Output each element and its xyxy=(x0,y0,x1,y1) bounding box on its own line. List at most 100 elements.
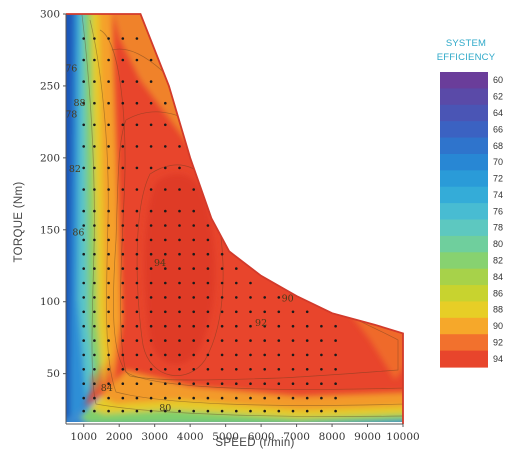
measurement-point xyxy=(107,252,110,256)
measurement-point xyxy=(107,123,110,127)
measurement-point xyxy=(93,101,96,105)
measurement-point xyxy=(334,396,337,400)
measurement-point xyxy=(192,188,195,191)
legend-swatch xyxy=(440,72,488,89)
measurement-point xyxy=(149,209,153,213)
y-tick-label: 250 xyxy=(40,80,60,92)
measurement-point xyxy=(305,368,309,371)
measurement-point xyxy=(164,123,167,127)
legend-swatch xyxy=(440,235,488,253)
measurement-point xyxy=(93,238,96,242)
measurement-point xyxy=(206,324,210,328)
measurement-point xyxy=(305,310,309,314)
band-left-orange xyxy=(99,14,122,392)
measurement-point xyxy=(178,339,181,342)
x-tick-label: 2000 xyxy=(106,431,133,443)
measurement-point xyxy=(320,409,323,413)
measurement-point xyxy=(206,409,210,413)
measurement-point xyxy=(93,252,96,256)
measurement-point xyxy=(135,166,139,170)
legend-tick-label: 86 xyxy=(493,288,503,298)
measurement-point xyxy=(93,281,96,285)
measurement-point xyxy=(192,224,195,227)
measurement-point xyxy=(192,409,195,413)
legend-title-line-1: SYSTEM xyxy=(446,38,486,49)
measurement-point xyxy=(149,145,153,148)
measurement-point xyxy=(206,267,210,270)
measurement-point xyxy=(192,252,195,256)
legend-tick-label: 88 xyxy=(493,305,503,315)
measurement-point xyxy=(121,80,125,83)
measurement-point xyxy=(107,368,110,371)
legend-tick-label: 92 xyxy=(493,337,503,347)
y-tick-label: 50 xyxy=(47,368,60,380)
measurement-point xyxy=(220,267,224,270)
measurement-point xyxy=(263,368,267,371)
measurement-point xyxy=(277,324,281,328)
measurement-point xyxy=(249,339,252,342)
measurement-point xyxy=(164,396,167,400)
measurement-point xyxy=(192,209,195,213)
measurement-point xyxy=(320,339,323,342)
contour-label: 78 xyxy=(65,110,77,121)
measurement-point xyxy=(249,396,252,400)
measurement-point xyxy=(121,58,125,62)
measurement-point xyxy=(206,368,210,371)
measurement-point xyxy=(93,188,96,191)
x-tick-label: 3000 xyxy=(141,431,168,443)
band-bottom-orange xyxy=(100,370,403,410)
measurement-point xyxy=(93,310,96,314)
measurement-point xyxy=(291,396,295,400)
measurement-point xyxy=(178,382,181,386)
measurement-point xyxy=(220,396,224,400)
measurement-point xyxy=(135,145,139,148)
measurement-point xyxy=(220,281,224,285)
measurement-point xyxy=(291,310,295,314)
measurement-point xyxy=(263,310,267,314)
measurement-point xyxy=(93,324,96,328)
measurement-point xyxy=(235,339,238,342)
measurement-point xyxy=(249,310,252,314)
measurement-point xyxy=(82,252,85,256)
measurement-point xyxy=(249,281,252,285)
measurement-point xyxy=(82,101,85,105)
measurement-point xyxy=(149,224,153,227)
legend-tick-label: 60 xyxy=(493,75,503,85)
measurement-point xyxy=(93,58,96,62)
measurement-point xyxy=(178,368,181,371)
measurement-point xyxy=(263,382,267,386)
legend-tick-label: 94 xyxy=(493,354,503,364)
measurement-point xyxy=(220,252,224,256)
legend-swatch xyxy=(440,203,488,221)
contour-label: 80 xyxy=(159,403,171,414)
measurement-point xyxy=(235,296,238,299)
x-tick-label: 7000 xyxy=(283,431,310,443)
measurement-point xyxy=(135,101,139,105)
measurement-point xyxy=(235,310,238,314)
measurement-point xyxy=(164,238,167,242)
measurement-point xyxy=(93,145,96,148)
measurement-point xyxy=(220,310,224,314)
measurement-point xyxy=(277,409,281,413)
measurement-point xyxy=(107,409,110,413)
legend-swatch xyxy=(440,137,488,155)
legend-swatch xyxy=(440,285,488,303)
measurement-point xyxy=(220,409,224,413)
measurement-point xyxy=(164,353,167,357)
measurement-point xyxy=(305,396,309,400)
measurement-point xyxy=(178,267,181,270)
measurement-point xyxy=(249,296,252,299)
measurement-point xyxy=(149,324,153,328)
measurement-point xyxy=(135,281,139,285)
measurement-point xyxy=(82,166,85,170)
x-tick-label: 10000 xyxy=(386,431,419,443)
legend-swatch xyxy=(440,153,488,171)
measurement-point xyxy=(178,281,181,285)
measurement-point xyxy=(135,324,139,328)
measurement-point xyxy=(164,409,167,413)
measurement-points xyxy=(82,37,337,413)
measurement-point xyxy=(121,353,125,357)
legend-swatch xyxy=(440,104,488,122)
measurement-point xyxy=(107,382,110,386)
measurement-point xyxy=(82,80,85,83)
